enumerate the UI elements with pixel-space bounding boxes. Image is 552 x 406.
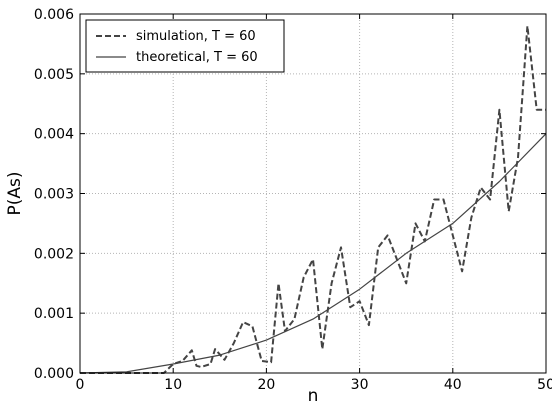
y-tick-label: 0.005: [34, 67, 74, 83]
x-tick-label: 0: [76, 377, 85, 393]
y-tick-label: 0.003: [34, 187, 74, 203]
axis-ticks: 0 10 20 30 40 50 0.000 0.001 0.002 0.003 0.004 0.00…: [34, 7, 552, 393]
x-tick-label: 40: [444, 377, 462, 393]
y-tick-label: 0.006: [34, 7, 74, 23]
series-line-theoretical: [79, 133, 547, 374]
y-axis-label: P(As): [5, 171, 25, 215]
legend-label-theoretical: theoretical, T = 60: [136, 50, 258, 65]
y-tick-label: 0.004: [34, 127, 74, 143]
y-tick-label: 0.002: [34, 246, 74, 262]
x-tick-label: 10: [164, 377, 182, 393]
x-tick-label: 50: [537, 377, 552, 393]
legend-box: [85, 19, 285, 73]
legend: simulation, T = 60 theoretical, T = 60: [85, 19, 285, 73]
y-tick-label: 0.000: [34, 366, 74, 382]
y-tick-label: 0.001: [34, 306, 74, 322]
x-tick-label: 30: [351, 377, 369, 393]
x-axis-label: n: [308, 386, 319, 406]
legend-label-simulation: simulation, T = 60: [136, 29, 256, 44]
x-tick-label: 20: [257, 377, 275, 393]
series-group: [79, 25, 547, 374]
